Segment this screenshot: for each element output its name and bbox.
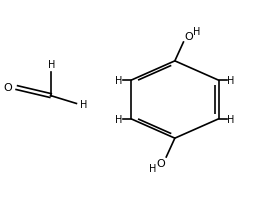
Text: O: O	[185, 32, 194, 42]
Text: H: H	[48, 59, 55, 69]
Text: O: O	[156, 158, 165, 168]
Text: H: H	[115, 114, 123, 124]
Text: H: H	[227, 76, 234, 86]
Text: H: H	[227, 114, 234, 124]
Text: H: H	[80, 100, 88, 110]
Text: H: H	[193, 27, 201, 36]
Text: H: H	[115, 76, 123, 86]
Text: O: O	[3, 82, 12, 92]
Text: H: H	[149, 164, 156, 173]
